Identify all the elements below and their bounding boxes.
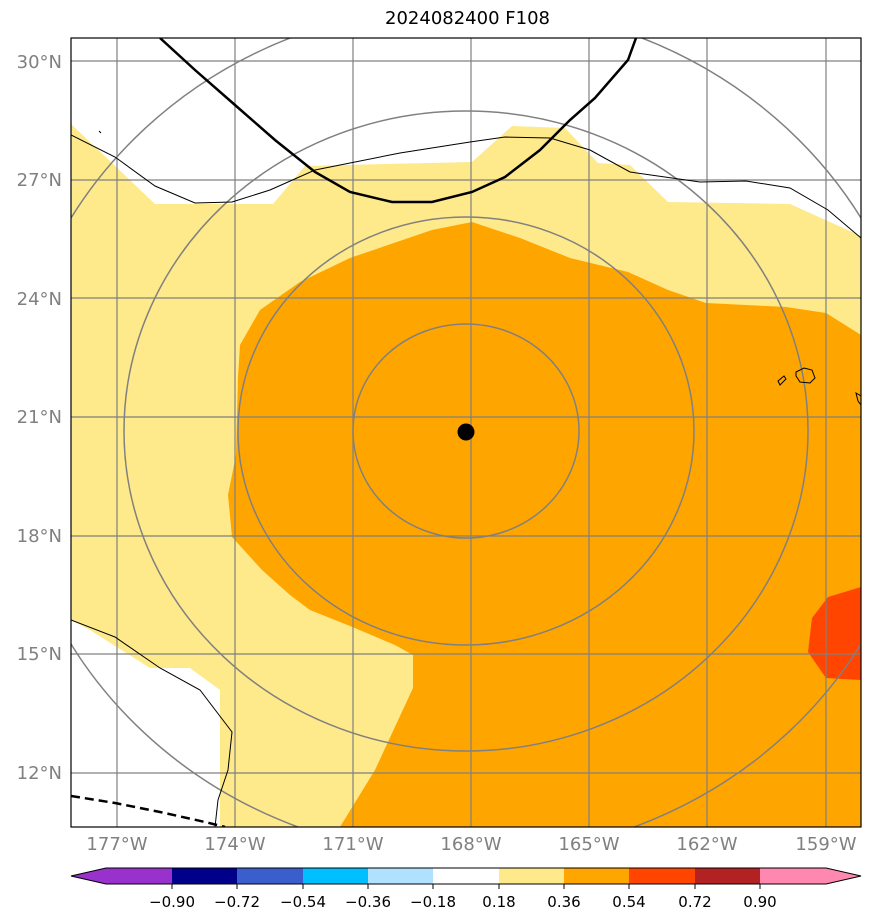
lat-tick-label: 24°N (17, 289, 62, 310)
lat-tick-label: 21°N (17, 407, 62, 428)
colorbar-segment (71, 868, 172, 884)
lon-tick-label: 165°W (558, 834, 619, 855)
map-frame (70, 37, 862, 828)
colorbar-segment (172, 868, 237, 884)
lat-tick-label: 18°N (17, 526, 62, 547)
range-rings (71, 38, 861, 827)
colorbar-outline (70, 867, 862, 885)
field-contour-054-072 (808, 587, 861, 680)
lon-tick-label: 171°W (322, 834, 383, 855)
colorbar: −0.90 −0.72 −0.54 −0.36 −0.18 0.18 0.36 … (70, 867, 862, 911)
colorbar-tick-label: 0.90 (743, 893, 776, 911)
lat-tick-label: 15°N (17, 644, 62, 665)
lat-tick-label: 12°N (17, 763, 62, 784)
coastlines (71, 130, 861, 827)
colorbar-segment (368, 868, 433, 884)
storm-track-line (159, 38, 638, 204)
storm-center-marker (457, 423, 475, 441)
lon-tick-labels: 177°W 174°W 171°W 168°W 165°W 162°W 159°… (86, 834, 856, 855)
lon-tick-label: 168°W (440, 834, 501, 855)
colorbar-segment (629, 868, 695, 884)
colorbar-segment (303, 868, 368, 884)
colorbar-segment (564, 868, 629, 884)
lon-tick-label: 177°W (86, 834, 147, 855)
field-contour-036-054 (228, 222, 861, 827)
map-title: 2024082400 F108 (385, 8, 550, 29)
graticule (71, 38, 861, 827)
colorbar-tick-label: −0.18 (410, 893, 456, 911)
map-area (71, 38, 861, 827)
colorbar-tick-label: −0.72 (214, 893, 260, 911)
colorbar-segment (695, 868, 760, 884)
colorbar-tick-label: 0.18 (482, 893, 515, 911)
lat-tick-label: 27°N (17, 170, 62, 191)
colorbar-segment (237, 868, 303, 884)
colorbar-tick-label: 0.36 (547, 893, 580, 911)
lon-tick-label: 162°W (676, 834, 737, 855)
colorbar-segment (760, 868, 861, 884)
dashed-boundary (71, 794, 226, 827)
lon-tick-label: 174°W (204, 834, 265, 855)
colorbar-tick-label: −0.54 (280, 893, 326, 911)
colorbar-segment (499, 868, 564, 884)
colorbar-tick-label: 0.54 (612, 893, 645, 911)
colorbar-segment (433, 868, 499, 884)
lat-tick-labels: 30°N 27°N 24°N 21°N 18°N 15°N 12°N (17, 52, 62, 784)
colorbar-tick-label: −0.36 (345, 893, 391, 911)
lon-tick-label: 159°W (795, 834, 856, 855)
colorbar-tick-label: 0.72 (678, 893, 711, 911)
lat-tick-label: 30°N (17, 52, 62, 73)
colorbar-tick-label: −0.90 (149, 893, 195, 911)
